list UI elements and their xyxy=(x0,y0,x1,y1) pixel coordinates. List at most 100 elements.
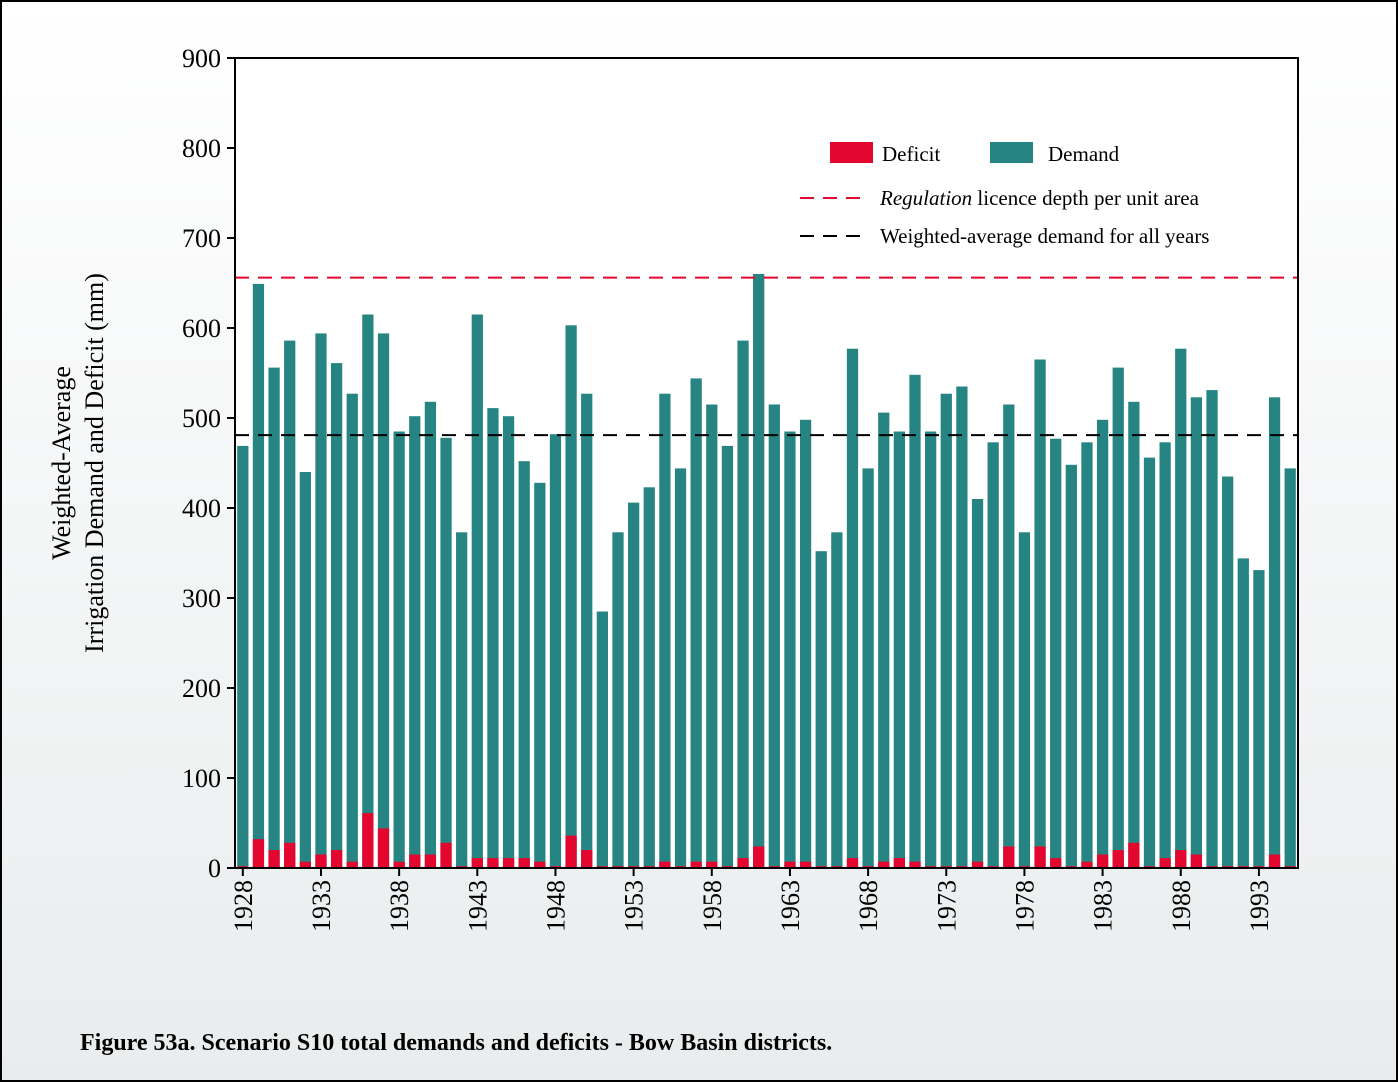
bar xyxy=(737,340,749,869)
bar xyxy=(565,835,577,868)
bar xyxy=(1284,468,1296,868)
bar xyxy=(1112,367,1124,868)
bar xyxy=(846,858,859,868)
x-tick-label: 1988 xyxy=(1167,880,1196,932)
bar xyxy=(440,842,452,868)
y-tick-label: 200 xyxy=(182,674,221,703)
bar xyxy=(1034,846,1046,868)
x-tick-label: 1928 xyxy=(229,880,258,932)
bar xyxy=(268,850,280,868)
bar xyxy=(534,482,546,868)
bar xyxy=(518,461,530,868)
bar xyxy=(237,445,249,868)
bar xyxy=(471,858,483,868)
bar xyxy=(690,378,702,868)
bar xyxy=(737,858,749,868)
x-tick-label: 1943 xyxy=(463,880,492,932)
bar xyxy=(925,431,937,868)
bar xyxy=(909,861,921,868)
bar xyxy=(502,858,515,868)
bar xyxy=(424,854,437,868)
bar xyxy=(721,445,734,868)
x-tick-label: 1978 xyxy=(1010,880,1039,932)
bar xyxy=(284,340,296,869)
caption: Figure 53a. Scenario S10 total demands a… xyxy=(80,1030,832,1056)
bar xyxy=(971,861,984,868)
bar xyxy=(987,442,999,868)
bar xyxy=(940,393,952,868)
bar xyxy=(1065,464,1077,868)
bar xyxy=(1190,854,1203,868)
bar xyxy=(878,861,890,868)
bar xyxy=(1096,854,1109,868)
legend-label: Demand xyxy=(1048,142,1120,166)
bar xyxy=(346,393,358,868)
legend-label-text: Weighted-average demand for all years xyxy=(880,224,1209,248)
x-tick-label: 1948 xyxy=(541,880,570,932)
bar xyxy=(1034,359,1046,868)
bar xyxy=(706,404,718,868)
bar xyxy=(893,858,906,868)
x-tick-label: 1938 xyxy=(385,880,414,932)
bar xyxy=(377,333,390,868)
bar xyxy=(1143,457,1156,868)
bar xyxy=(581,850,593,868)
legend-label: Weighted-average demand for all years xyxy=(880,224,1209,248)
bar xyxy=(471,314,483,868)
bar xyxy=(1081,442,1093,868)
bar xyxy=(1159,442,1171,868)
bar xyxy=(784,431,796,868)
y-tick-label: 900 xyxy=(182,44,221,73)
bar xyxy=(768,404,780,868)
bar xyxy=(456,532,468,868)
bar xyxy=(846,348,859,868)
bar xyxy=(753,274,765,868)
bar xyxy=(315,854,327,868)
y-tick-label: 400 xyxy=(182,494,221,523)
bar xyxy=(1159,858,1171,868)
x-tick-label: 1953 xyxy=(620,880,649,932)
bar xyxy=(1128,401,1140,868)
y-axis-label: Weighted-Average xyxy=(47,366,76,560)
bar xyxy=(330,850,343,868)
bar xyxy=(1096,419,1109,868)
legend-label-text: licence depth per unit area xyxy=(977,186,1199,210)
x-tick-label: 1963 xyxy=(776,880,805,932)
bar xyxy=(330,363,343,868)
x-tick-label: 1958 xyxy=(698,880,727,932)
y-tick-label: 500 xyxy=(182,404,221,433)
x-tick-label: 1983 xyxy=(1089,880,1118,932)
bar xyxy=(753,846,765,868)
y-tick-label: 100 xyxy=(182,764,221,793)
legend-swatch xyxy=(990,142,1033,163)
bar xyxy=(1268,854,1281,868)
x-tick-label: 1968 xyxy=(854,880,883,932)
bar xyxy=(1222,476,1234,868)
bar xyxy=(1003,846,1015,868)
y-tick-label: 0 xyxy=(208,854,221,883)
bar xyxy=(346,861,358,868)
bar xyxy=(659,861,671,868)
legend-label: Regulation licence depth per unit area xyxy=(879,186,1200,210)
bar xyxy=(565,325,577,868)
bar xyxy=(440,437,452,868)
bar xyxy=(1081,861,1093,868)
bar xyxy=(299,861,311,868)
bar xyxy=(252,283,265,868)
bar xyxy=(831,532,843,868)
legend-label: Deficit xyxy=(882,142,940,166)
bar xyxy=(1206,390,1218,868)
bar xyxy=(596,611,608,868)
bar xyxy=(393,431,405,868)
bar xyxy=(1050,438,1062,868)
bar xyxy=(549,434,562,868)
legend-swatch xyxy=(830,142,873,163)
bar xyxy=(252,839,265,868)
bar xyxy=(909,374,921,868)
bar xyxy=(674,468,687,868)
y-tick-label: 300 xyxy=(182,584,221,613)
x-tick-label: 1993 xyxy=(1245,880,1274,932)
bar xyxy=(502,416,515,868)
bar xyxy=(862,468,874,868)
